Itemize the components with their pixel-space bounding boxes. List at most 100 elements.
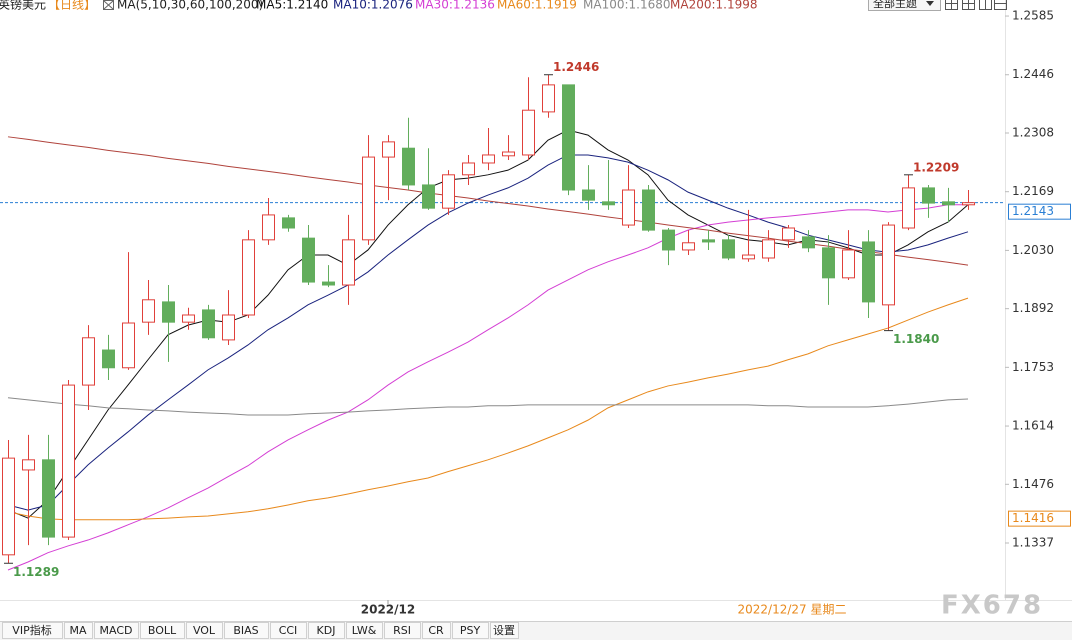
candle-body [522, 109, 535, 156]
candle-body [402, 147, 415, 186]
y-tick-label: 1.2030 [1012, 243, 1054, 257]
legend-entry: MA100:1.1680 [583, 0, 671, 12]
candle-body [882, 224, 895, 306]
toolbar-label[interactable]: RSI [393, 624, 411, 637]
toolbar-label[interactable]: KDJ [317, 624, 336, 637]
ma-line [7, 297, 969, 521]
candle-body [962, 202, 975, 206]
candle-body [82, 337, 95, 386]
candle-body [942, 201, 955, 206]
extreme-label: 1.2446 [553, 60, 599, 74]
toolbar-label[interactable]: MA [69, 624, 86, 637]
theme-button-label[interactable]: 全部主题 [873, 0, 917, 10]
candle-body [862, 241, 875, 303]
candle-body [722, 239, 735, 259]
ma-line [7, 154, 969, 511]
period-label: 【日线】 [48, 0, 96, 12]
watermark: FX678 [941, 591, 1043, 621]
toolbar-label[interactable]: CR [428, 624, 444, 637]
indicator-label: MA(5,10,30,60,100,200) [117, 0, 263, 12]
y-tick-label: 1.2308 [1012, 126, 1054, 140]
x-tick-label: 2022/12 [361, 603, 415, 617]
toolbar-button[interactable] [224, 622, 269, 639]
candle-body [582, 189, 595, 201]
candle-body [482, 154, 495, 164]
toolbar-label[interactable]: LW& [352, 624, 377, 637]
toolbar-button[interactable] [452, 622, 489, 639]
candle-body [422, 184, 435, 209]
price-marker-label: 1.2143 [1012, 204, 1054, 218]
candle-body [342, 239, 355, 286]
toolbar-button[interactable] [2, 622, 63, 639]
legend-entry: MA10:1.2076 [333, 0, 413, 12]
candle-body [842, 249, 855, 279]
price-marker-box [1008, 203, 1071, 220]
candle-body [322, 281, 335, 286]
toolbar-button[interactable] [384, 622, 421, 639]
legend-entry: MA30:1.2136 [415, 0, 495, 12]
extreme-label: 1.2209 [913, 160, 959, 174]
y-tick-label: 1.1614 [1012, 419, 1054, 433]
candle-body [262, 214, 275, 241]
toolbar-label[interactable]: BOLL [148, 624, 177, 637]
candle-body [642, 189, 655, 231]
candle-body [102, 349, 115, 369]
y-tick-label: 1.1753 [1012, 360, 1054, 374]
y-tick-label: 1.2169 [1012, 184, 1054, 198]
theme-button[interactable]: 全部主题 [868, 0, 941, 11]
y-tick-label: 1.1892 [1012, 301, 1054, 315]
candle-body [62, 384, 75, 538]
candle-body [622, 189, 635, 226]
toolbar-label[interactable]: MACD [100, 624, 133, 637]
y-tick-label: 1.2585 [1012, 9, 1054, 23]
toolbar-label[interactable]: CCI [279, 624, 298, 637]
candle-body [162, 301, 175, 323]
candle-body [742, 254, 755, 260]
toolbar-button[interactable] [422, 622, 451, 639]
candle-body [382, 141, 395, 158]
candle-body [602, 201, 615, 206]
toolbar-button[interactable] [186, 622, 223, 639]
candle-body [142, 299, 155, 323]
toolbar-label[interactable]: BIAS [233, 624, 258, 637]
toolbar-button[interactable] [490, 622, 519, 639]
candle-body [562, 84, 575, 191]
candle-body [22, 459, 35, 471]
toolbar-label[interactable]: VOL [193, 624, 216, 637]
toolbar-label[interactable]: PSY [460, 624, 481, 637]
candle-body [902, 187, 915, 229]
toolbar-button[interactable] [140, 622, 185, 639]
candle-body [802, 236, 815, 249]
candle-body [502, 151, 515, 157]
extreme-label: 1.1840 [893, 332, 939, 346]
candle-body [922, 187, 935, 204]
y-tick-label: 1.1337 [1012, 535, 1054, 549]
candle-body [202, 309, 215, 339]
candle-body [762, 239, 775, 259]
candle-body [2, 457, 15, 556]
ma-line [7, 204, 968, 571]
toolbar-label[interactable]: VIP指标 [12, 623, 51, 637]
toolbar-button[interactable] [346, 622, 383, 639]
candle-body [122, 322, 135, 369]
toolbar-button[interactable] [64, 622, 93, 639]
toolbar-label[interactable]: 设置 [493, 624, 515, 637]
toolbar-button[interactable] [94, 622, 139, 639]
price-marker-box [1008, 510, 1071, 527]
legend-entry: MA60:1.1919 [497, 0, 577, 12]
legend-entry: MA5:1.2140 [256, 0, 328, 12]
candle-body [542, 84, 555, 113]
layout-icons[interactable] [945, 0, 1007, 10]
candle-body [302, 237, 315, 283]
candle-body [42, 459, 55, 538]
candle-body [242, 239, 255, 316]
chart-title: 英镑美元 [0, 0, 46, 12]
toolbar-button[interactable] [308, 622, 345, 639]
candle-body [442, 174, 455, 209]
indicator-icon[interactable] [103, 0, 114, 10]
toolbar-button[interactable] [270, 622, 307, 639]
y-tick-label: 1.1476 [1012, 477, 1054, 491]
price-marker-label: 1.1416 [1012, 511, 1054, 525]
candle-body [282, 217, 295, 229]
